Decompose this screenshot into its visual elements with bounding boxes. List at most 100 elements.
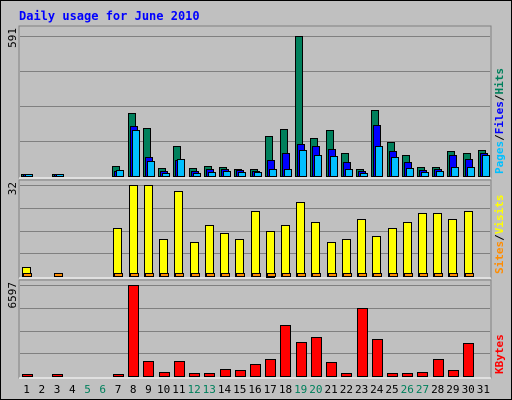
visits-panel-bar-visits-day-19 [296, 202, 305, 277]
x-tick-label-day-10: 10 [157, 383, 170, 396]
visits-panel-bar-visits-day-21 [327, 242, 336, 277]
visits-panel-bar-visits-day-16 [251, 211, 260, 277]
kbytes-panel-bar-kbytes-day-15 [235, 370, 246, 377]
hits-panel-legend: Pages/Files/Hits [493, 68, 506, 174]
x-tick-label-day-2: 2 [38, 383, 45, 396]
kbytes-panel-bar-kbytes-day-17 [265, 359, 276, 377]
hits-panel-bar-pages-day-10 [162, 173, 170, 177]
hits-panel-legend-separator: / [493, 134, 506, 141]
visits-panel-bar-sites-day-27 [419, 273, 428, 277]
hits-panel-legend-separator: / [493, 94, 506, 101]
visits-panel-bar-sites-day-14 [221, 273, 230, 277]
x-tick-label-day-9: 9 [145, 383, 152, 396]
kbytes-panel-bar-kbytes-day-9 [143, 361, 154, 377]
kbytes-panel-frame [18, 279, 492, 379]
x-tick-label-day-17: 17 [264, 383, 277, 396]
visits-panel-bar-sites-day-22 [343, 273, 352, 277]
kbytes-panel-legend-kbytes: KBytes [493, 334, 506, 374]
x-tick-label-day-1: 1 [23, 383, 30, 396]
x-tick-label-day-19: 19 [294, 383, 307, 396]
visits-panel-bar-visits-day-23 [357, 219, 366, 277]
hits-panel-max-label: 591 [6, 28, 19, 48]
panels-group: 591Pages/Files/Hits32Sites/Visits6597KBy… [6, 25, 506, 379]
kbytes-panel-bar-kbytes-day-10 [159, 372, 170, 377]
kbytes-panel-bar-kbytes-day-26 [402, 373, 413, 377]
visits-panel-bar-visits-day-17 [266, 231, 275, 278]
kbytes-panel-bar-kbytes-day-7 [113, 374, 124, 377]
visits-panel-bar-sites-day-13 [206, 273, 215, 277]
hits-panel-bar-pages-day-20 [314, 155, 322, 177]
kbytes-panel-bar-kbytes-day-20 [311, 337, 322, 377]
x-tick-label-day-26: 26 [401, 383, 414, 396]
visits-panel-bar-sites-day-11 [175, 273, 184, 277]
hits-panel-bar-pages-day-22 [345, 169, 353, 177]
kbytes-panel-bar-kbytes-day-1 [22, 374, 33, 377]
visits-panel-bar-visits-day-14 [220, 233, 229, 277]
visits-panel-bar-sites-day-15 [236, 273, 245, 277]
hits-panel-bar-pages-day-11 [177, 159, 185, 177]
visits-panel-bar-sites-day-8 [130, 273, 139, 277]
visits-panel-bar-sites-day-25 [389, 273, 398, 277]
hits-panel-bar-pages-day-8 [132, 130, 140, 177]
hits-panel-bar-pages-day-19 [299, 150, 307, 177]
x-axis-labels: 1 2 3 4 5 6 7 8 9 10 11 12 13 14 15 16 17 18 19 20 21 22 23 24 2… [23, 383, 490, 396]
visits-panel-bar-sites-day-29 [449, 273, 458, 277]
hits-panel-bar-pages-day-30 [467, 167, 475, 177]
visits-panel-bar-visits-day-24 [372, 236, 381, 277]
visits-panel-max-label: 32 [6, 182, 19, 195]
hits-panel-bar-pages-day-15 [238, 172, 246, 177]
kbytes-panel-bar-kbytes-day-28 [433, 359, 444, 377]
visits-panel-bar-sites-day-16 [252, 273, 261, 277]
hits-panel-legend-pages: Pages [493, 141, 506, 174]
hits-panel-bar-pages-day-31 [482, 155, 490, 177]
kbytes-panel-bar-kbytes-day-12 [189, 373, 200, 377]
visits-panel-bar-visits-day-10 [159, 239, 168, 277]
visits-panel-bar-sites-day-10 [160, 273, 169, 277]
x-tick-label-day-29: 29 [446, 383, 459, 396]
hits-panel-legend-hits: Hits [493, 68, 506, 95]
x-tick-label-day-6: 6 [99, 383, 106, 396]
visits-panel-bar-visits-day-12 [190, 242, 199, 277]
hits-panel-bar-pages-day-7 [116, 170, 124, 177]
x-tick-label-day-27: 27 [416, 383, 429, 396]
x-tick-label-day-4: 4 [69, 383, 76, 396]
kbytes-panel-bar-kbytes-day-19 [296, 342, 307, 377]
x-tick-label-day-18: 18 [279, 383, 292, 396]
visits-panel-bar-visits-day-27 [418, 213, 427, 277]
visits-panel-bar-sites-day-26 [404, 273, 413, 277]
visits-panel-bar-visits-day-11 [174, 191, 183, 277]
visits-panel-bar-sites-day-7 [114, 273, 123, 277]
visits-panel-bar-visits-day-22 [342, 239, 351, 277]
x-tick-label-day-13: 13 [203, 383, 216, 396]
kbytes-panel-bar-kbytes-day-3 [52, 374, 63, 377]
hits-panel-bar-pages-day-13 [208, 172, 216, 177]
visits-panel-bar-visits-day-28 [433, 213, 442, 277]
x-tick-label-day-12: 12 [187, 383, 200, 396]
x-tick-label-day-25: 25 [385, 383, 398, 396]
hits-panel-bar-pages-day-14 [223, 171, 231, 177]
hits-panel-bar-pages-day-3 [56, 174, 64, 177]
visits-panel-bar-sites-day-18 [282, 273, 291, 277]
visits-panel-bar-sites-day-17 [267, 273, 276, 277]
hits-panel-bar-pages-day-18 [284, 169, 292, 177]
visits-panel-bar-sites-day-19 [297, 273, 306, 277]
hits-panel-legend-files: Files [493, 101, 506, 134]
kbytes-panel-bar-kbytes-day-13 [204, 373, 215, 377]
kbytes-panel-bar-kbytes-day-30 [463, 343, 474, 377]
x-tick-label-day-21: 21 [324, 383, 337, 396]
visits-panel-bar-visits-day-7 [113, 228, 122, 277]
kbytes-panel-legend: KBytes [493, 334, 506, 374]
x-tick-label-day-5: 5 [84, 383, 91, 396]
visits-panel-bar-sites-day-30 [465, 273, 474, 277]
visits-panel-bar-visits-day-25 [388, 228, 397, 277]
visits-panel-bar-sites-day-12 [191, 273, 200, 277]
x-tick-label-day-31: 31 [477, 383, 490, 396]
x-tick-label-day-3: 3 [54, 383, 61, 396]
visits-panel-bar-sites-day-24 [373, 273, 382, 277]
x-tick-label-day-20: 20 [309, 383, 322, 396]
visits-panel-bar-visits-day-30 [464, 211, 473, 277]
x-tick-label-day-14: 14 [218, 383, 232, 396]
visits-panel-bar-sites-day-20 [312, 273, 321, 277]
